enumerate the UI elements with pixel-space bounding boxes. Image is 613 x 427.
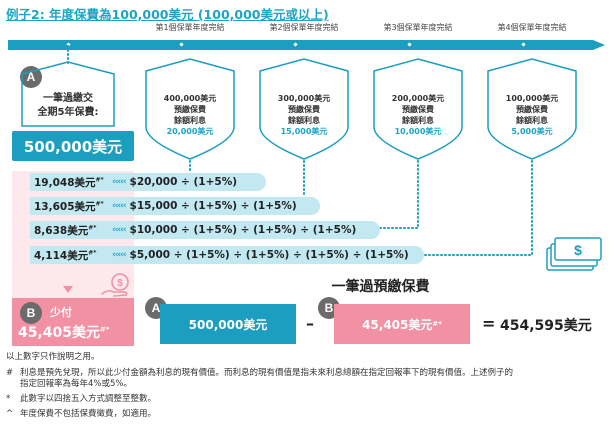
note-1-text: 以上數字只作說明之用。 [6,352,100,362]
equation-value-a: 500,000美元 [160,304,296,344]
shield-a [21,61,115,127]
page-title: 例子2: 年度保費為100,000美元 (100,000美元或以上) [6,7,329,22]
note-4-text: 年度保費不包括保費徵費，如適用。 [20,409,157,419]
equation-value-b-mark: #* [432,320,442,328]
equation-minus: – [306,314,314,333]
label-b-box: B 少付 45,405美元#* [12,298,134,346]
double-chevron-icon: ‹‹‹‹‹ [112,201,127,211]
shield-1-amount: 400,000美元 [163,94,217,103]
total-premium-box: 500,000美元 [12,131,134,161]
pv-bar-1-value: 19,048美元 [34,176,96,189]
note-3-mark: * [6,394,11,404]
pv-bar-3-formula: $10,000 ÷ (1+5%) ÷ (1+5%) ÷ (1+5%) [129,224,357,236]
equation-value-b-box: 45,405美元 #* [334,304,470,344]
shield-4-interest: 5,000美元 [511,127,553,136]
shield-2-interest: 15,000美元 [280,127,328,136]
pv-bar-1-formula: $20,000 ÷ (1+5%) [129,176,238,188]
shield-4-line2: 餘額利息 [516,116,548,125]
cash-stack-icon: $ [546,237,602,271]
note-4: ^ 年度保費不包括保費徵費，如適用。 [6,409,513,420]
note-3: * 此數字以四捨五入方式調整至整數。 [6,394,513,405]
shield-2-line1: 預繳保費 [288,105,320,114]
money-hand-icon: $ [101,273,129,297]
double-chevron-icon: ‹‹‹‹‹ [112,250,127,260]
year-label-2: 第2個保單年度完結 [269,23,339,32]
note-2-mark: # [6,368,14,378]
shield-3-interest: 10,000美元 [394,127,442,136]
svg-text:$: $ [574,242,582,258]
equation-heading: 一筆過預繳保費 [331,279,430,295]
timeline-arrow [8,40,605,50]
pv-bar-3: 8,638美元#* ‹‹‹‹‹ $10,000 ÷ (1+5%) ÷ (1+5%… [30,221,380,239]
shield-4-line1: 預繳保費 [516,105,548,114]
shield-3-amount: 200,000美元 [391,94,445,103]
notes: 以上數字只作說明之用。 # 利息是預先兌現，所以此少付金額為利息的現有價值。而利息… [6,352,513,420]
shield-1-line1: 預繳保費 [174,105,206,114]
equation-result: 454,595美元 [500,318,592,334]
note-1: 以上數字只作說明之用。 [6,352,513,363]
badge-b: B [20,302,42,324]
year-label-1: 第1個保單年度完結 [155,23,225,32]
shield-1-interest: 20,000美元 [166,127,214,136]
pv-bar-1: 19,048美元#* ‹‹‹‹‹ $20,000 ÷ (1+5%) [30,173,266,191]
down-arrow-icon [63,286,73,293]
shield-4-amount: 100,000美元 [505,94,559,103]
pv-bar-3-value: 8,638美元 [34,224,89,237]
note-2b: 指定回報率為每年4%或5%。 [6,379,513,390]
pv-bar-4-mark: #* [88,249,97,256]
year-label-3: 第3個保單年度完結 [383,23,453,32]
svg-text:$: $ [117,278,123,289]
shield-year-4: 100,000美元 預繳保費 餘額利息 5,000美元 [484,55,580,167]
equation-value-b: 45,405美元 [362,317,433,332]
shield-3-line1: 預繳保費 [402,105,434,114]
label-a-line1: 一筆過繳交 [43,93,93,104]
note-2b-text: 指定回報率為每年4%或5%。 [20,379,132,389]
shield-year-2: 300,000美元 預繳保費 餘額利息 15,000美元 [256,55,352,167]
pv-bar-2-value: 13,605美元 [34,200,96,213]
pv-bar-4: 4,114美元#* ‹‹‹‹‹ $5,000 ÷ (1+5%) ÷ (1+5%)… [30,246,424,264]
label-a-line2: 全期5年保費: [37,107,99,118]
pv-bar-1-mark: #* [95,176,104,183]
double-chevron-icon: ‹‹‹‹‹ [112,225,127,235]
note-4-mark: ^ [6,409,14,419]
year-label-4: 第4個保單年度完結 [497,23,567,32]
shield-3-line2: 餘額利息 [402,116,434,125]
badge-a: A [20,66,42,88]
label-b-mark: #* [100,325,110,334]
label-b-amount: 45,405美元 [18,325,101,341]
shield-2-amount: 300,000美元 [277,94,331,103]
shield-year-1: 400,000美元 預繳保費 餘額利息 20,000美元 [142,55,238,167]
equation-equals: = [482,314,496,333]
pv-bar-4-formula: $5,000 ÷ (1+5%) ÷ (1+5%) ÷ (1+5%) ÷ (1+5… [129,249,409,261]
note-3-text: 此數字以四捨五入方式調整至整數。 [20,394,157,404]
pv-bar-3-mark: #* [88,224,97,231]
label-b-text: 少付 [50,306,72,319]
shield-2-line2: 餘額利息 [288,116,320,125]
note-2: # 利息是預先兌現，所以此少付金額為利息的現有價值。而利息的現有價值是指未來利息總… [6,368,513,379]
note-2-text: 利息是預先兌現，所以此少付金額為利息的現有價值。而利息的現有價值是指未來利息總額… [20,368,514,378]
pv-bar-2-formula: $15,000 ÷ (1+5%) ÷ (1+5%) [129,200,297,212]
shield-1-line2: 餘額利息 [174,116,206,125]
pv-bar-2-mark: #* [95,200,104,207]
shield-year-3: 200,000美元 預繳保費 餘額利息 10,000美元 [370,55,466,167]
double-chevron-icon: ‹‹‹‹‹ [112,177,127,187]
pv-bar-2: 13,605美元#* ‹‹‹‹‹ $15,000 ÷ (1+5%) ÷ (1+5… [30,197,320,215]
pv-bar-4-value: 4,114美元 [34,249,89,262]
